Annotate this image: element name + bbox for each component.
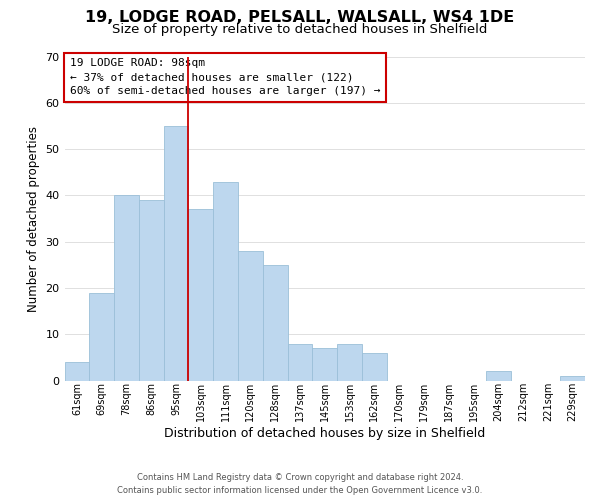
Bar: [486, 372, 511, 380]
Bar: [287, 344, 313, 380]
Y-axis label: Number of detached properties: Number of detached properties: [27, 126, 40, 312]
Bar: [238, 251, 263, 380]
Bar: [337, 344, 362, 380]
Text: Contains HM Land Registry data © Crown copyright and database right 2024.
Contai: Contains HM Land Registry data © Crown c…: [118, 474, 482, 495]
Bar: [213, 182, 238, 380]
Bar: [362, 353, 387, 380]
Bar: [114, 196, 139, 380]
Text: 19, LODGE ROAD, PELSALL, WALSALL, WS4 1DE: 19, LODGE ROAD, PELSALL, WALSALL, WS4 1D…: [85, 10, 515, 25]
Bar: [263, 265, 287, 380]
Text: 19 LODGE ROAD: 98sqm
← 37% of detached houses are smaller (122)
60% of semi-deta: 19 LODGE ROAD: 98sqm ← 37% of detached h…: [70, 58, 380, 96]
Bar: [65, 362, 89, 380]
X-axis label: Distribution of detached houses by size in Shelfield: Distribution of detached houses by size …: [164, 427, 485, 440]
Bar: [139, 200, 164, 380]
Bar: [560, 376, 585, 380]
Text: Size of property relative to detached houses in Shelfield: Size of property relative to detached ho…: [112, 22, 488, 36]
Bar: [164, 126, 188, 380]
Bar: [188, 210, 213, 380]
Bar: [313, 348, 337, 380]
Bar: [89, 292, 114, 380]
